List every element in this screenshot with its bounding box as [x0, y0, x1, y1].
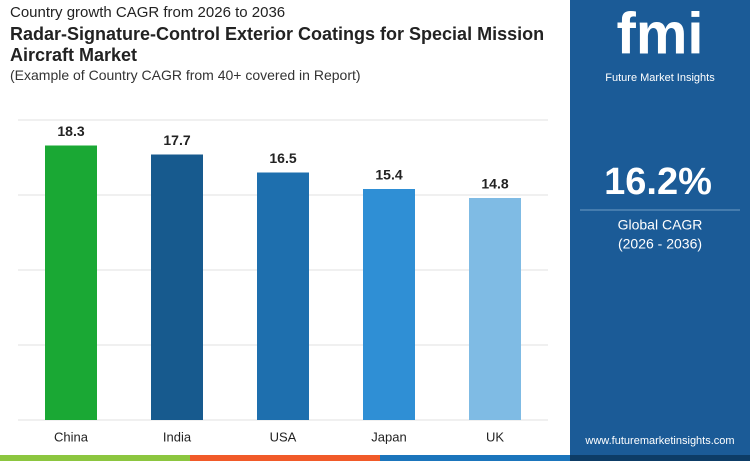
chart-subtitle: Country growth CAGR from 2026 to 2036 [10, 4, 286, 21]
global-cagr-label: Global CAGR [618, 217, 703, 233]
footer-strip [570, 455, 750, 461]
bar [257, 172, 309, 420]
bar [363, 189, 415, 420]
brand: Future Market Insights [605, 72, 715, 84]
website: www.futuremarketinsights.com [584, 435, 734, 447]
logo: fmi [617, 1, 704, 66]
footer-strip [190, 455, 380, 461]
value-label: 14.8 [481, 176, 508, 192]
bar [151, 154, 203, 420]
value-label: 17.7 [163, 132, 190, 148]
x-tick-label: Japan [371, 429, 406, 444]
x-tick-label: India [163, 429, 192, 444]
chart-title: Radar-Signature-Control Exterior Coating… [10, 24, 545, 65]
value-label: 18.3 [57, 123, 84, 139]
bar [469, 198, 521, 420]
x-tick-label: USA [270, 429, 297, 444]
side-panel [570, 0, 750, 461]
footer-strip [380, 455, 570, 461]
global-cagr-value: 16.2% [604, 161, 712, 203]
global-cagr-period: (2026 - 2036) [618, 236, 702, 252]
value-label: 16.5 [269, 150, 296, 166]
x-tick-label: China [54, 429, 89, 444]
bar [45, 145, 97, 420]
chart-note: (Example of Country CAGR from 40+ covere… [10, 67, 361, 83]
x-tick-label: UK [486, 429, 504, 444]
footer-strip [0, 455, 190, 461]
value-label: 15.4 [375, 167, 402, 183]
